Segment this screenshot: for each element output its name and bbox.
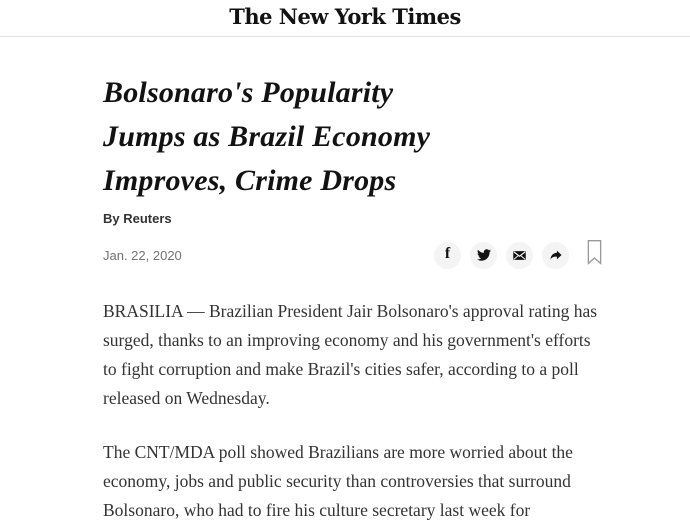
headline-line-2: Jumps as Brazil Economy [103,120,431,153]
paragraph-2: The CNT/MDA poll showed Brazilians are m… [103,442,573,520]
email-icon [512,248,527,263]
headline-line-1: Bolsonaro's Popularity [103,76,394,109]
save-bookmark-icon [586,239,603,271]
email-share-button[interactable] [506,241,533,269]
twitter-icon [476,248,491,262]
byline: By Reuters [103,211,172,226]
facebook-icon: f [444,245,451,262]
more-share-button[interactable] [542,241,569,269]
meta-row: Jan. 22, 2020 f [103,239,603,271]
headline-line-3: Improves, Crime Drops [103,164,397,197]
nyt-logo[interactable]: The New York Times [229,4,461,29]
article-body: BRASILIA — Brazilian President Jair Bols… [103,297,603,525]
article-headline: Bolsonaro's Popularity Jumps as Brazil E… [103,71,603,203]
publish-date: Jan. 22, 2020 [103,247,182,263]
paragraph-1: BRASILIA — Brazilian President Jair Bols… [103,301,598,408]
share-bar: f [434,239,603,271]
save-article-button[interactable] [585,239,603,271]
share-arrow-icon [549,248,563,262]
article: Bolsonaro's Popularity Jumps as Brazil E… [103,71,603,525]
twitter-share-button[interactable] [470,241,497,269]
facebook-share-button[interactable]: f [434,241,461,269]
masthead: The New York Times [0,0,690,37]
